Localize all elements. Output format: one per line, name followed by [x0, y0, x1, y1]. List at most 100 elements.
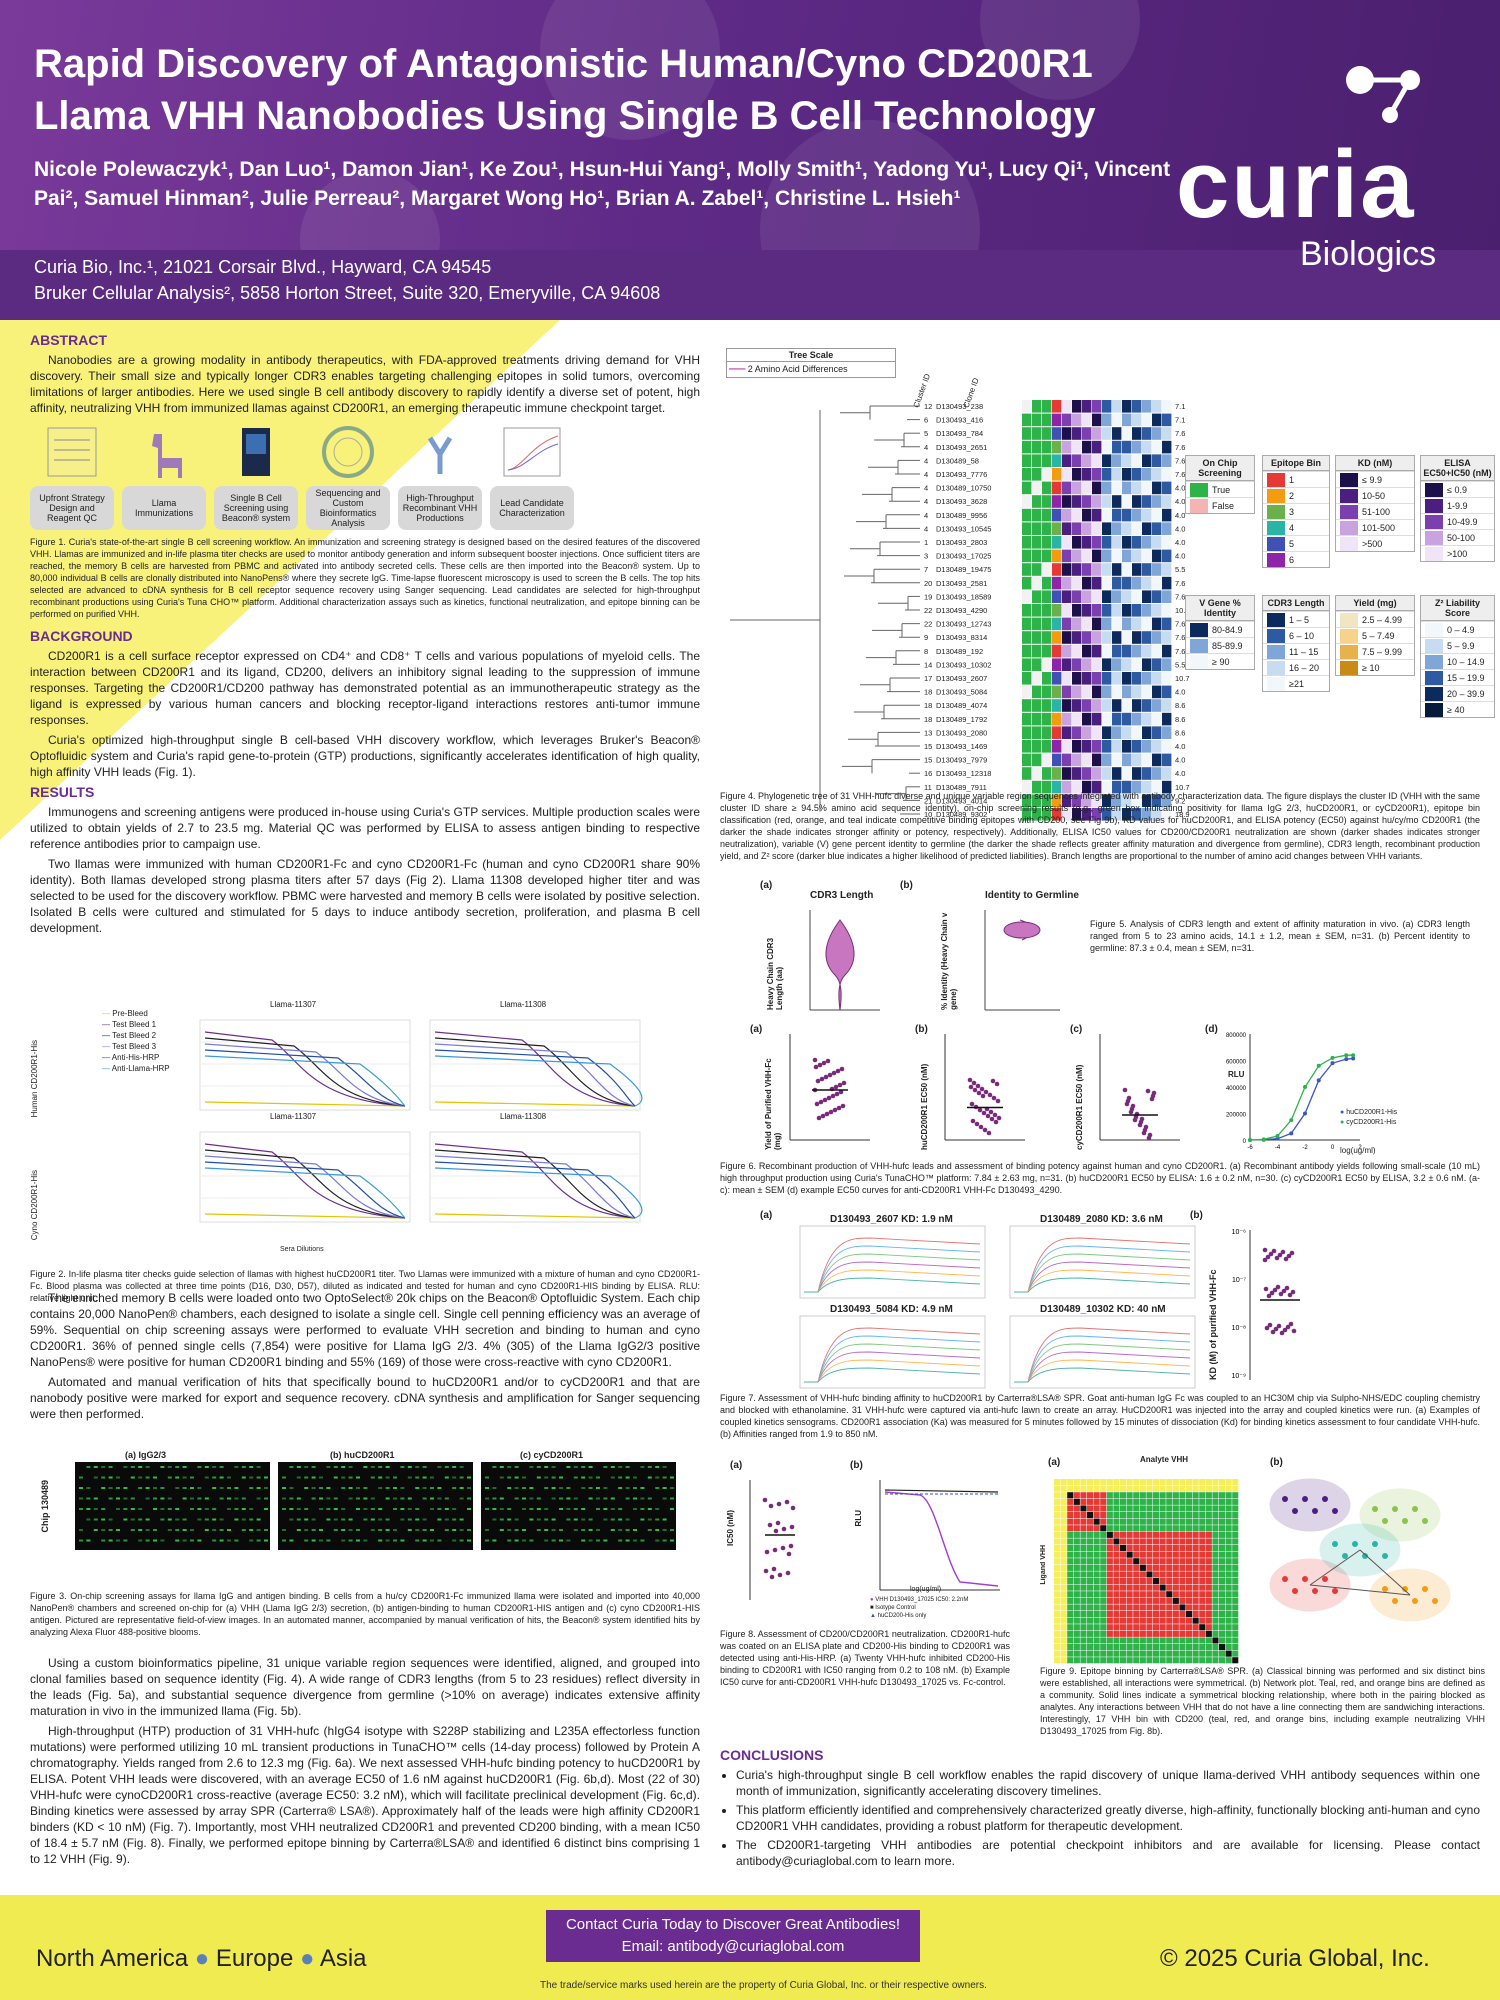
- contact-email[interactable]: Email: antibody@curiaglobal.com: [621, 1938, 845, 1955]
- heatmap-cell: [1162, 658, 1172, 671]
- fluorescent-bloom: [348, 1466, 353, 1468]
- matrix-cell: [1093, 1538, 1100, 1545]
- heatmap-cell: [1042, 454, 1052, 467]
- heatmap-cell: [1152, 413, 1162, 427]
- matrix-cell: [1205, 1498, 1212, 1505]
- fluorescent-bloom: [241, 1508, 246, 1510]
- matrix-cell: [1133, 1479, 1140, 1486]
- fluorescent-bloom: [319, 1539, 323, 1542]
- heatmap-cell: [1042, 699, 1052, 712]
- matrix-cell: [1139, 1657, 1146, 1664]
- fluorescent-bloom: [581, 1529, 586, 1531]
- matrix-cell: [1205, 1650, 1212, 1657]
- fluorescent-bloom: [212, 1529, 217, 1531]
- data-point: [1276, 1323, 1282, 1329]
- legend-row: 2.5 – 4.99: [1336, 611, 1414, 627]
- matrix-cell: [1186, 1492, 1193, 1499]
- matrix-cell: [1113, 1564, 1120, 1571]
- heatmap-cell: [1122, 699, 1132, 712]
- fluorescent-bloom: [444, 1508, 449, 1510]
- matrix-cell: [1146, 1485, 1153, 1492]
- matrix-cell: [1212, 1492, 1219, 1499]
- fluorescent-bloom: [566, 1539, 571, 1542]
- fluorescent-bloom: [670, 1476, 674, 1479]
- series-line: [1249, 1057, 1354, 1141]
- legend-swatch: [1425, 686, 1443, 701]
- checklist-icon: [47, 427, 97, 477]
- contact-box[interactable]: Contact Curia Today to Discover Great An…: [546, 1910, 920, 1962]
- matrix-cell: [1153, 1571, 1160, 1578]
- fluorescent-bloom: [581, 1539, 586, 1542]
- fluorescent-bloom: [507, 1487, 512, 1489]
- matrix-cell: [1192, 1650, 1199, 1657]
- fluorescent-bloom: [227, 1476, 231, 1479]
- heatmap-cell: [1072, 780, 1082, 794]
- data-point: [789, 1524, 795, 1530]
- matrix-cell: [1212, 1604, 1219, 1611]
- fluorescent-bloom: [356, 1487, 360, 1489]
- cluster-id: 1: [924, 538, 928, 547]
- matrix-cell: [1166, 1597, 1173, 1604]
- matrix-cell: [1093, 1545, 1100, 1552]
- matrix-cell: [1060, 1531, 1067, 1538]
- workflow-step: Llama Immunizations: [122, 422, 206, 530]
- list-item: This platform efficiently identified and…: [736, 1802, 1480, 1834]
- data-point: [771, 1566, 777, 1572]
- matrix-cell: [1212, 1630, 1219, 1637]
- clone-id: D130489_10750: [936, 484, 991, 493]
- fluorescent-bloom: [256, 1487, 261, 1489]
- matrix-cell: [1153, 1584, 1160, 1591]
- clone-id: D130489_9302: [936, 810, 987, 819]
- fluorescent-bloom: [444, 1518, 449, 1521]
- heatmap-cell: [1132, 753, 1142, 767]
- matrix-cell: [1192, 1584, 1199, 1591]
- matrix-cell: [1166, 1479, 1173, 1486]
- legend-label: 11 – 15: [1289, 646, 1319, 657]
- legend-title: ELISA EC50+IC50 (nM): [1421, 456, 1494, 481]
- cluster-id: 19: [924, 592, 932, 601]
- matrix-cell: [1054, 1492, 1061, 1499]
- heatmap-cell: [1102, 427, 1112, 440]
- matrix-cell: [1232, 1584, 1239, 1591]
- heatmap-cell: [1082, 495, 1092, 508]
- fluorescent-bloom: [400, 1487, 405, 1489]
- matrix-cell: [1192, 1617, 1199, 1624]
- heatmap-cell: [1112, 699, 1122, 712]
- matrix-cell: [1106, 1604, 1113, 1611]
- heatmap-cell: [1162, 672, 1172, 685]
- fluorescent-bloom: [212, 1487, 217, 1489]
- heatmap-cell: [1122, 454, 1132, 467]
- heatmap-cell: [1022, 767, 1032, 780]
- matrix-cell: [1133, 1604, 1140, 1611]
- fluorescent-bloom: [618, 1529, 623, 1531]
- fluorescent-bloom: [485, 1497, 489, 1500]
- heatmap-cell: [1122, 400, 1132, 413]
- heatmap-cell: [1142, 576, 1152, 590]
- fluorescent-bloom: [596, 1508, 600, 1510]
- fluorescent-bloom: [522, 1476, 526, 1479]
- legend-label: 5: [1289, 538, 1295, 549]
- matrix-cell: [1060, 1597, 1067, 1604]
- matrix-cell: [1054, 1564, 1061, 1571]
- heatmap-cell: [1052, 794, 1062, 807]
- matrix-cell: [1113, 1637, 1120, 1644]
- fluorescent-bloom: [596, 1497, 600, 1500]
- clone-id: D130493_12743: [936, 620, 991, 629]
- heatmap-cell: [1112, 740, 1122, 753]
- matrix-cell: [1199, 1578, 1206, 1585]
- matrix-cell: [1106, 1657, 1113, 1664]
- matrix-cell: [1080, 1591, 1087, 1598]
- matrix-cell: [1080, 1604, 1087, 1611]
- heatmap-cell: [1052, 440, 1062, 454]
- matrix-cell: [1139, 1650, 1146, 1657]
- clone-id: D130493_784: [936, 429, 983, 438]
- heatmap-cell: [1022, 590, 1032, 603]
- matrix-cell: [1054, 1512, 1061, 1519]
- data-point: [977, 1107, 983, 1113]
- heatmap-cell: [1022, 563, 1032, 576]
- fluorescent-bloom: [407, 1518, 412, 1521]
- matrix-cell: [1133, 1617, 1140, 1624]
- heatmap-cell: [1022, 712, 1032, 726]
- fluorescent-bloom: [566, 1466, 571, 1468]
- fluorescent-bloom: [348, 1497, 353, 1500]
